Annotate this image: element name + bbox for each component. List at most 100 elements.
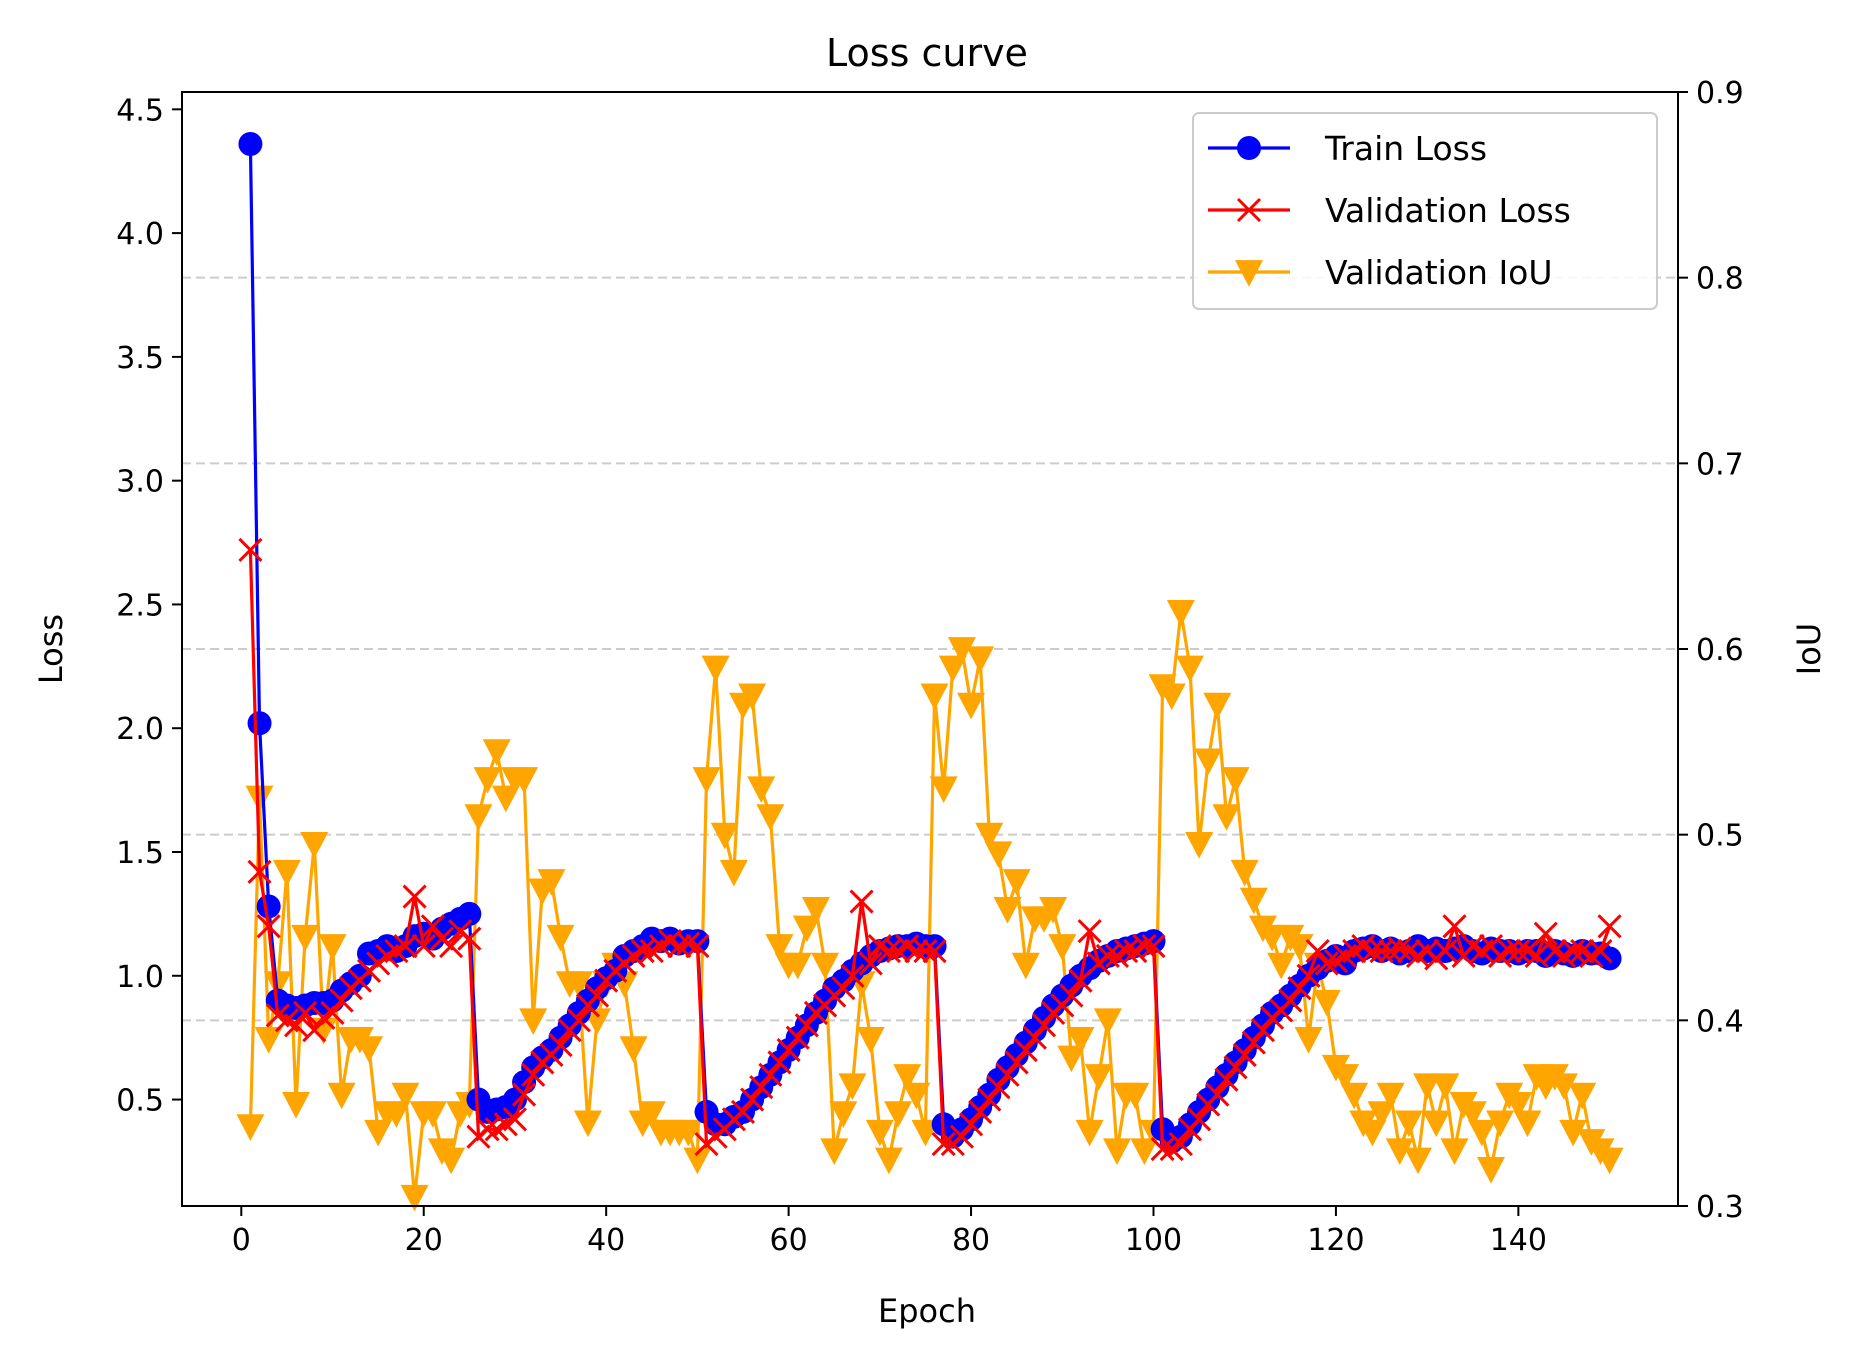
- point-validation-loss: [283, 1013, 309, 1038]
- x-tick-label: 120: [1307, 1223, 1364, 1258]
- point-validation-loss: [548, 1033, 573, 1058]
- point-validation-loss: [785, 1025, 810, 1050]
- point-validation-loss: [831, 976, 856, 1001]
- point-validation-iou: [1194, 748, 1223, 776]
- point-validation-loss: [1497, 938, 1522, 964]
- point-validation-iou: [1440, 1138, 1469, 1165]
- chart-title: Loss curve: [826, 31, 1028, 75]
- point-validation-loss: [740, 1087, 765, 1112]
- point-train-loss: [256, 894, 281, 919]
- point-validation-loss: [977, 1087, 1002, 1112]
- point-validation-loss: [1214, 1067, 1239, 1092]
- point-validation-iou: [1358, 1119, 1387, 1147]
- point-validation-iou: [519, 1008, 548, 1036]
- x-axis: 0 20 40 60 80 100 120 140: [232, 1206, 1547, 1258]
- y-right-tick-label: 0.6: [1696, 633, 1744, 668]
- point-validation-loss: [566, 1008, 591, 1033]
- point-validation-iou: [236, 1114, 265, 1141]
- point-validation-loss: [1287, 976, 1312, 1001]
- y-left-tick-label: 0.5: [116, 1084, 164, 1119]
- point-validation-loss: [521, 1062, 546, 1087]
- point-validation-loss: [730, 1099, 756, 1124]
- point-validation-iou: [1130, 1138, 1159, 1165]
- point-validation-loss: [1077, 919, 1102, 944]
- point-validation-loss: [1433, 938, 1458, 964]
- y-left-tick-label: 3.5: [116, 341, 164, 376]
- point-validation-iou: [1048, 934, 1077, 961]
- point-validation-iou: [272, 859, 301, 887]
- point-validation-iou: [829, 1101, 858, 1128]
- point-validation-iou: [1075, 1119, 1104, 1147]
- point-validation-iou: [291, 924, 320, 952]
- point-validation-loss: [402, 884, 427, 909]
- point-validation-loss: [1132, 934, 1157, 959]
- point-train-loss: [247, 711, 272, 736]
- point-validation-loss: [876, 938, 902, 964]
- point-validation-iou: [1394, 1110, 1423, 1138]
- point-validation-iou: [801, 897, 830, 924]
- point-validation-iou: [318, 934, 347, 961]
- point-validation-loss: [256, 914, 281, 939]
- point-validation-iou: [747, 776, 776, 803]
- point-validation-iou: [1157, 683, 1186, 711]
- point-validation-loss: [767, 1050, 792, 1075]
- y-right-tick-label: 0.8: [1696, 262, 1744, 297]
- point-validation-iou: [838, 1073, 867, 1101]
- point-validation-iou: [364, 1119, 393, 1147]
- series-layer: [236, 131, 1624, 1212]
- y-right-tick-label: 0.4: [1696, 1004, 1744, 1039]
- point-validation-iou: [546, 924, 575, 952]
- point-validation-loss: [1022, 1025, 1047, 1050]
- point-validation-loss: [667, 934, 692, 959]
- point-validation-iou: [947, 637, 976, 664]
- point-validation-loss: [1250, 1018, 1276, 1043]
- y-axis-right: 0.3 0.4 0.5 0.6 0.7 0.8 0.9: [1678, 76, 1744, 1225]
- y-axis-right-label: IoU: [1790, 623, 1828, 675]
- x-tick-label: 100: [1125, 1223, 1182, 1258]
- point-validation-iou: [437, 1147, 466, 1175]
- point-validation-loss: [1013, 1037, 1038, 1063]
- point-validation-loss: [1241, 1030, 1266, 1055]
- point-validation-iou: [1103, 1138, 1131, 1165]
- point-train-loss: [347, 963, 372, 988]
- point-validation-iou: [327, 1082, 356, 1110]
- point-validation-iou: [1486, 1110, 1515, 1138]
- point-validation-loss: [1387, 936, 1412, 961]
- point-validation-iou: [765, 934, 794, 961]
- point-validation-loss: [913, 938, 938, 964]
- point-validation-loss: [840, 963, 865, 988]
- point-validation-iou: [282, 1091, 311, 1119]
- point-validation-iou: [865, 1119, 894, 1147]
- point-validation-loss: [1360, 938, 1385, 964]
- point-validation-loss: [1533, 921, 1558, 946]
- point-validation-loss: [1597, 914, 1622, 939]
- point-validation-loss: [949, 1124, 974, 1149]
- y-right-tick-label: 0.5: [1696, 819, 1744, 854]
- point-validation-loss: [238, 537, 263, 563]
- point-validation-iou: [1467, 1119, 1496, 1147]
- point-validation-iou: [1084, 1064, 1113, 1091]
- point-validation-iou: [692, 767, 721, 794]
- point-validation-iou: [254, 1027, 283, 1054]
- point-validation-loss: [329, 988, 354, 1013]
- point-validation-iou: [464, 804, 493, 831]
- point-validation-iou: [245, 785, 274, 813]
- legend: Train Loss Validation Loss Validation IoU: [1192, 112, 1658, 310]
- legend-marker: [1237, 136, 1261, 160]
- point-validation-iou: [856, 1027, 885, 1054]
- legend-label: Validation IoU: [1325, 253, 1553, 292]
- point-validation-loss: [393, 934, 418, 959]
- point-validation-iou: [537, 869, 566, 896]
- point-validation-loss: [1232, 1042, 1257, 1068]
- point-validation-iou: [820, 1138, 849, 1165]
- point-validation-loss: [1150, 1136, 1175, 1162]
- point-validation-loss: [676, 931, 701, 956]
- point-validation-iou: [1422, 1110, 1451, 1138]
- legend-marker: [1236, 197, 1262, 223]
- point-validation-iou: [1258, 924, 1287, 952]
- point-validation-iou: [674, 1119, 703, 1147]
- point-validation-loss: [858, 951, 883, 976]
- point-validation-iou: [966, 646, 995, 673]
- point-validation-loss: [1223, 1055, 1248, 1080]
